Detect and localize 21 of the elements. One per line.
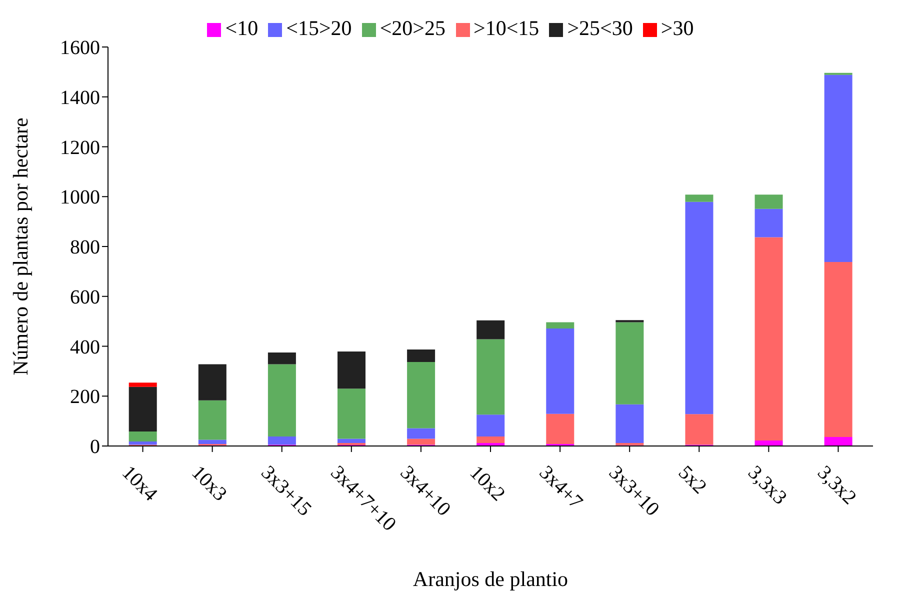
y-tick-label: 400: [70, 336, 100, 358]
legend-label: >25<30: [567, 16, 633, 40]
y-tick-label: 1200: [60, 136, 100, 159]
x-tick-label: 10x3: [187, 462, 232, 506]
x-tick-label: 10x2: [465, 462, 510, 506]
y-tick-label: 800: [70, 236, 100, 259]
y-tick-label: 0: [90, 436, 100, 458]
legend-label: >10<15: [474, 16, 540, 40]
x-axis-title: Aranjos de plantio: [412, 567, 568, 591]
x-tick-label: 10x4: [118, 462, 162, 506]
y-tick-label: 1000: [60, 186, 100, 209]
y-tick-label: 200: [70, 386, 100, 408]
legend-label: <20>25: [380, 16, 446, 40]
legend-label: <15>20: [286, 16, 352, 40]
y-tick-label: 1600: [60, 37, 100, 60]
legend-label: >30: [660, 16, 694, 40]
y-axis-title: Número de plantas por hectare: [8, 118, 32, 376]
legend-label: <10: [225, 16, 258, 40]
y-tick-label: 600: [70, 286, 100, 308]
y-tick-label: 1400: [60, 86, 100, 109]
x-tick-label: 5x2: [674, 462, 711, 498]
